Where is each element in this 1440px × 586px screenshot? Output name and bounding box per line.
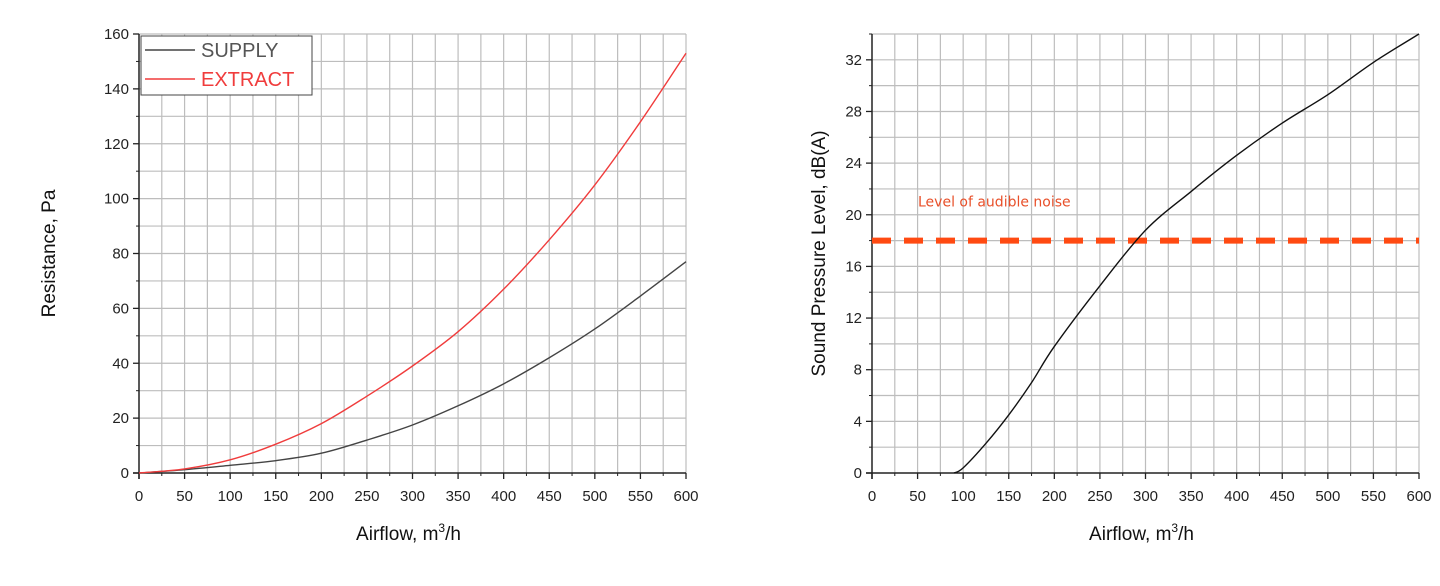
x-axis-label-suffix: /h (1178, 524, 1194, 545)
x-tick-label: 250 (1087, 488, 1112, 505)
chart-2: 0 50 100 150 200 250 300 350 400 450 500 550 600 0 4 8 1… (809, 33, 1432, 545)
x-axis-label-sup: 3 (438, 521, 445, 535)
x-tick-label: 250 (354, 488, 379, 505)
y-tick-label: 20 (845, 207, 862, 224)
y-axis-label: Resistance, Pa (39, 189, 60, 317)
y-tick-label: 28 (845, 103, 862, 120)
x-tick-label: 150 (996, 488, 1021, 505)
y-tick-label: 140 (104, 81, 129, 98)
x-tick-label: 500 (582, 488, 607, 505)
series-line-spl (953, 33, 1420, 474)
x-tick-label: 0 (135, 488, 143, 505)
y-tick-label: 12 (845, 310, 862, 327)
legend-label: SUPPLY (201, 40, 278, 62)
y-tick-label: 24 (845, 155, 862, 172)
x-tick-label: 50 (909, 488, 926, 505)
y-tick-label: 20 (112, 410, 129, 427)
x-axis-label-suffix: /h (445, 524, 461, 545)
x-tick-label: 400 (1224, 488, 1249, 505)
x-axis-label-main: Airflow, m (1089, 524, 1171, 545)
x-tick-label: 300 (400, 488, 425, 505)
x-tick-label: 100 (951, 488, 976, 505)
x-tick-label: 450 (1270, 488, 1295, 505)
x-tick-label: 400 (491, 488, 516, 505)
x-axis-label: Airflow, m3/h (356, 521, 461, 545)
y-tick-label: 100 (104, 191, 129, 208)
x-tick-label: 100 (218, 488, 243, 505)
x-axis-label-sup: 3 (1171, 521, 1178, 535)
y-tick-label: 0 (121, 465, 129, 482)
x-tick-label: 550 (628, 488, 653, 505)
series-line-supply (138, 261, 687, 474)
x-tick-label: 600 (673, 488, 698, 505)
x-axis-label: Airflow, m3/h (1089, 521, 1194, 545)
y-axis-label: Sound Pressure Level, dB(A) (809, 130, 830, 376)
y-tick-label: 60 (112, 300, 129, 317)
chart-1: 0 50 100 150 200 250 300 350 400 450 500 550 600 0 20 4… (39, 26, 699, 545)
x-tick-label: 550 (1361, 488, 1386, 505)
y-tick-label: 32 (845, 52, 862, 69)
x-tick-label: 50 (176, 488, 193, 505)
x-tick-label: 200 (1042, 488, 1067, 505)
x-tick-label: 150 (263, 488, 288, 505)
legend-box (140, 35, 313, 96)
y-tick-label: 160 (104, 26, 129, 43)
y-tick-label: 4 (854, 413, 862, 430)
x-tick-label: 500 (1315, 488, 1340, 505)
y-tick-label: 0 (854, 465, 862, 482)
audible-noise-label: Level of audible noise (918, 195, 1071, 211)
x-tick-label: 450 (537, 488, 562, 505)
series-line-extract (138, 52, 687, 474)
y-tick-label: 80 (112, 246, 129, 263)
x-tick-label: 300 (1133, 488, 1158, 505)
y-tick-label: 120 (104, 136, 129, 153)
x-tick-label: 350 (1179, 488, 1204, 505)
x-axis-label-main: Airflow, m (356, 524, 438, 545)
x-tick-label: 600 (1406, 488, 1431, 505)
x-tick-label: 350 (446, 488, 471, 505)
legend-label: EXTRACT (201, 69, 294, 91)
x-tick-label: 0 (868, 488, 876, 505)
y-tick-label: 8 (854, 362, 862, 379)
x-tick-label: 200 (309, 488, 334, 505)
legend: SUPPLY EXTRACT (140, 35, 313, 96)
y-tick-label: 40 (112, 355, 129, 372)
y-tick-label: 16 (845, 258, 862, 275)
